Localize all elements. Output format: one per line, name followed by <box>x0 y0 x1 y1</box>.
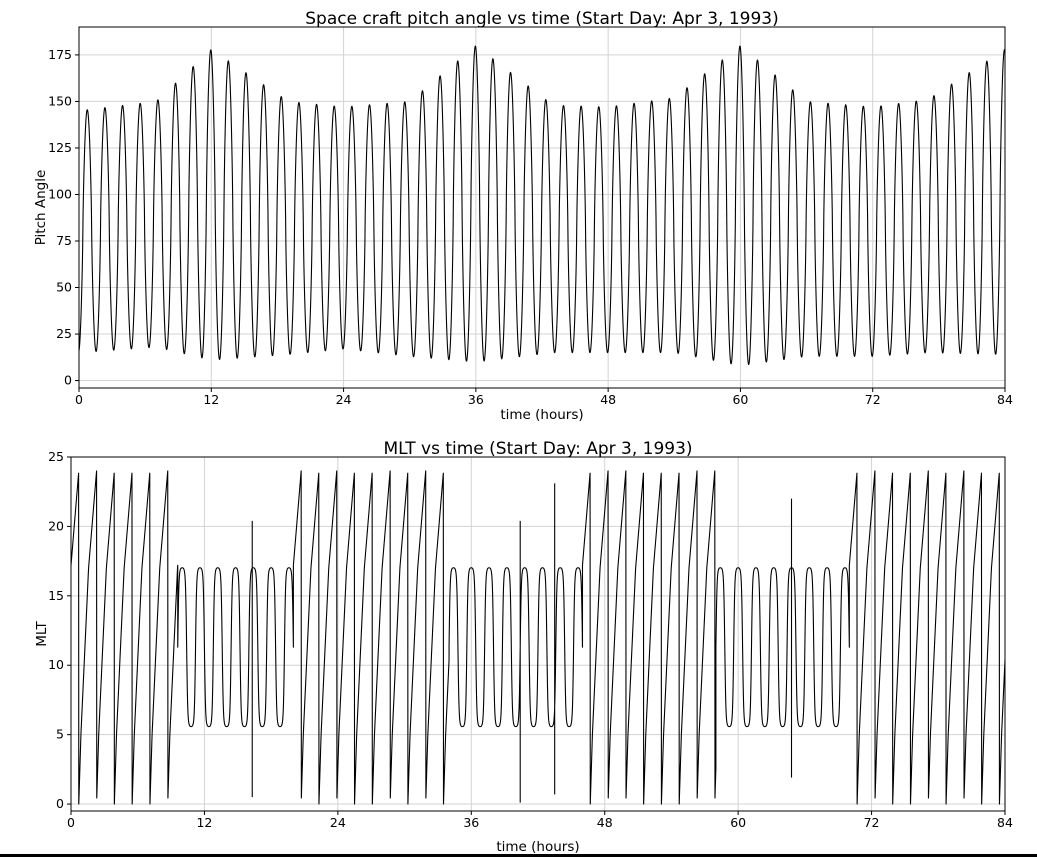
x-tick-label: 12 <box>196 815 212 830</box>
mlt-ticks: 0 12 24 36 48 60 72 84 0 5 10 15 20 25 <box>48 449 1013 830</box>
x-tick-label: 12 <box>203 392 219 407</box>
y-tick-label: 20 <box>48 518 64 533</box>
pitch-ticks: 0 12 24 36 48 60 72 84 0 25 50 75 100 125 150 175 <box>48 47 1013 407</box>
x-tick-label: 48 <box>597 815 613 830</box>
pitch-angle-series <box>78 45 1006 366</box>
pitch-x-axis-label: time (hours) <box>500 407 583 423</box>
x-tick-label: 0 <box>67 815 75 830</box>
x-tick-label: 60 <box>732 392 748 407</box>
pitch-angle-chart: 0 12 24 36 48 60 72 84 0 25 50 75 100 125 150 175 Space… <box>33 9 1013 423</box>
y-tick-label: 25 <box>56 326 72 341</box>
y-tick-label: 100 <box>48 186 72 201</box>
mlt-plot-frame <box>70 456 1006 812</box>
pitch-y-axis-label: Pitch Angle <box>33 170 49 246</box>
y-tick-label: 75 <box>56 233 72 248</box>
mlt-chart: 0 12 24 36 48 60 72 84 0 5 10 15 20 25 MLT vs time (S… <box>34 439 1013 855</box>
mlt-chart-title: MLT vs time (Start Day: Apr 3, 1993) <box>383 439 692 459</box>
y-tick-label: 15 <box>48 588 64 603</box>
y-tick-label: 0 <box>56 796 64 811</box>
x-tick-label: 60 <box>730 815 746 830</box>
y-tick-label: 0 <box>64 373 72 388</box>
x-tick-label: 24 <box>336 392 352 407</box>
x-tick-label: 48 <box>600 392 616 407</box>
y-tick-label: 50 <box>56 280 72 295</box>
y-tick-label: 10 <box>48 657 64 672</box>
mlt-series <box>70 470 1006 805</box>
mlt-y-axis-label: MLT <box>34 620 50 646</box>
x-tick-label: 24 <box>330 815 346 830</box>
bottom-border <box>0 854 1037 857</box>
x-tick-label: 84 <box>997 392 1013 407</box>
x-tick-label: 72 <box>864 815 880 830</box>
x-tick-label: 36 <box>463 815 479 830</box>
x-tick-label: 36 <box>468 392 484 407</box>
y-tick-label: 125 <box>48 140 72 155</box>
x-tick-label: 84 <box>997 815 1013 830</box>
pitch-chart-title: Space craft pitch angle vs time (Start D… <box>305 9 779 29</box>
y-tick-label: 25 <box>48 449 64 464</box>
mlt-x-axis-label: time (hours) <box>496 839 579 855</box>
pitch-plot-frame <box>78 26 1006 389</box>
y-tick-label: 175 <box>48 47 72 62</box>
x-tick-label: 72 <box>865 392 881 407</box>
y-tick-label: 150 <box>48 93 72 108</box>
y-tick-label: 5 <box>56 727 64 742</box>
x-tick-label: 0 <box>75 392 83 407</box>
